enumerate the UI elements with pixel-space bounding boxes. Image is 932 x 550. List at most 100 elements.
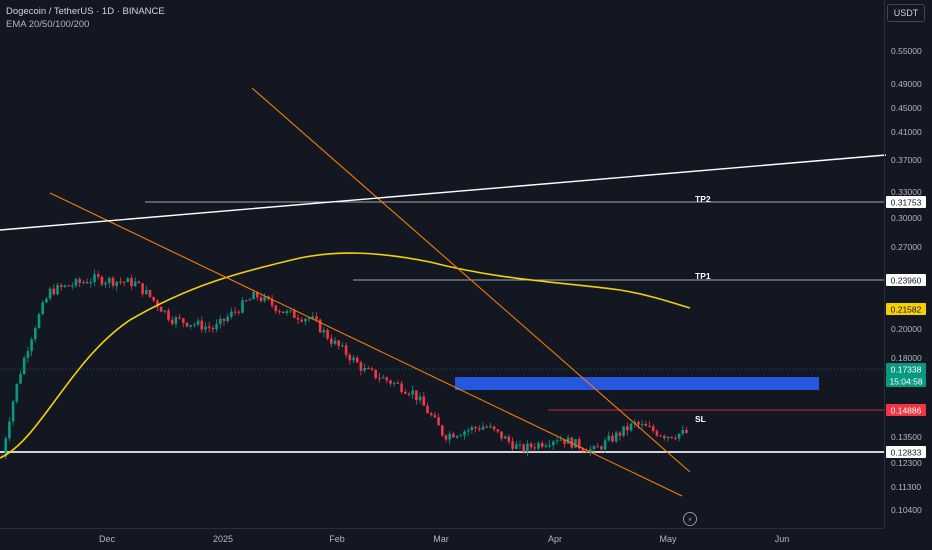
candle-body[interactable] bbox=[141, 283, 144, 295]
candle-body[interactable] bbox=[544, 445, 548, 447]
candle-body[interactable] bbox=[96, 274, 100, 277]
candle-body[interactable] bbox=[529, 443, 533, 448]
candle-body[interactable] bbox=[411, 390, 414, 395]
candle-body[interactable] bbox=[304, 318, 307, 322]
price-label-bg[interactable] bbox=[886, 274, 926, 286]
candle-body[interactable] bbox=[119, 281, 122, 283]
candle-body[interactable] bbox=[293, 310, 296, 318]
candle-body[interactable] bbox=[122, 281, 126, 283]
candle-body[interactable] bbox=[126, 278, 130, 283]
candle-body[interactable] bbox=[629, 423, 633, 431]
candle-body[interactable] bbox=[459, 435, 463, 437]
candle-body[interactable] bbox=[74, 279, 78, 286]
candle-body[interactable] bbox=[307, 318, 311, 320]
demand-zone[interactable] bbox=[455, 377, 819, 390]
candle-body[interactable] bbox=[452, 433, 455, 438]
symbol-title[interactable]: Dogecoin / TetherUS · 1D · BINANCE bbox=[6, 6, 165, 17]
candle-body[interactable] bbox=[637, 421, 640, 425]
candle-body[interactable] bbox=[600, 446, 603, 450]
candle-body[interactable] bbox=[19, 374, 22, 384]
candle-body[interactable] bbox=[537, 442, 540, 449]
candle-body[interactable] bbox=[182, 318, 185, 323]
candle-body[interactable] bbox=[326, 329, 329, 339]
candle-body[interactable] bbox=[259, 297, 263, 302]
candle-body[interactable] bbox=[422, 396, 426, 406]
candle-body[interactable] bbox=[289, 310, 292, 312]
candle-body[interactable] bbox=[248, 299, 252, 301]
candle-body[interactable] bbox=[603, 440, 607, 450]
candle-body[interactable] bbox=[681, 429, 685, 434]
candle-body[interactable] bbox=[511, 441, 514, 449]
candle-body[interactable] bbox=[618, 432, 622, 436]
candle-body[interactable] bbox=[230, 311, 233, 317]
candle-body[interactable] bbox=[337, 340, 340, 346]
candle-body[interactable] bbox=[148, 290, 152, 297]
candle-body[interactable] bbox=[300, 319, 303, 322]
candle-body[interactable] bbox=[78, 279, 81, 283]
candle-body[interactable] bbox=[381, 377, 385, 379]
candle-body[interactable] bbox=[85, 282, 89, 284]
candle-body[interactable] bbox=[252, 292, 255, 300]
candle-body[interactable] bbox=[178, 317, 181, 319]
candle-body[interactable] bbox=[41, 302, 44, 315]
candle-body[interactable] bbox=[552, 441, 555, 446]
candle-body[interactable] bbox=[470, 427, 474, 431]
candle-body[interactable] bbox=[559, 439, 562, 441]
candle-body[interactable] bbox=[385, 377, 389, 381]
candle-body[interactable] bbox=[659, 435, 662, 437]
candle-body[interactable] bbox=[611, 435, 614, 442]
candle-body[interactable] bbox=[622, 426, 625, 436]
candle-body[interactable] bbox=[685, 429, 688, 433]
candle-body[interactable] bbox=[448, 433, 451, 440]
channel-upper-line[interactable] bbox=[251, 87, 691, 473]
candle-body[interactable] bbox=[26, 351, 30, 358]
candle-body[interactable] bbox=[296, 317, 300, 320]
candle-body[interactable] bbox=[503, 436, 507, 439]
candle-body[interactable] bbox=[344, 345, 348, 355]
candle-body[interactable] bbox=[592, 446, 596, 450]
candle-body[interactable] bbox=[71, 285, 74, 287]
candle-body[interactable] bbox=[108, 277, 111, 283]
candle-body[interactable] bbox=[285, 311, 289, 314]
candle-body[interactable] bbox=[500, 431, 503, 439]
candle-body[interactable] bbox=[222, 318, 226, 321]
candle-body[interactable] bbox=[174, 317, 178, 324]
candle-body[interactable] bbox=[8, 421, 11, 439]
candle-body[interactable] bbox=[481, 426, 485, 430]
candle-body[interactable] bbox=[315, 316, 318, 320]
candle-body[interactable] bbox=[474, 427, 477, 429]
candle-body[interactable] bbox=[496, 429, 500, 432]
channel-lower-line[interactable] bbox=[49, 192, 683, 497]
candle-body[interactable] bbox=[589, 449, 592, 453]
candle-body[interactable] bbox=[444, 435, 448, 440]
candle-body[interactable] bbox=[389, 380, 392, 384]
candle-body[interactable] bbox=[441, 425, 444, 436]
candle-body[interactable] bbox=[93, 274, 96, 282]
candle-body[interactable] bbox=[670, 436, 673, 439]
candle-body[interactable] bbox=[348, 354, 352, 361]
candle-body[interactable] bbox=[455, 435, 459, 438]
candle-body[interactable] bbox=[145, 290, 148, 295]
candle-body[interactable] bbox=[45, 298, 48, 303]
candle-body[interactable] bbox=[367, 367, 370, 369]
candle-body[interactable] bbox=[52, 288, 56, 295]
candle-body[interactable] bbox=[211, 327, 215, 330]
candle-body[interactable] bbox=[263, 296, 266, 302]
candle-body[interactable] bbox=[156, 300, 159, 307]
price-label-bg[interactable] bbox=[886, 375, 926, 387]
candle-body[interactable] bbox=[196, 320, 200, 325]
candle-body[interactable] bbox=[67, 285, 70, 287]
candle-body[interactable] bbox=[648, 426, 651, 428]
candle-body[interactable] bbox=[489, 426, 492, 428]
candle-body[interactable] bbox=[437, 417, 440, 426]
candle-body[interactable] bbox=[485, 426, 488, 428]
candle-body[interactable] bbox=[463, 431, 466, 436]
candle-body[interactable] bbox=[115, 281, 118, 286]
candle-body[interactable] bbox=[352, 357, 355, 361]
candle-body[interactable] bbox=[563, 439, 566, 444]
candle-body[interactable] bbox=[555, 440, 559, 442]
candle-body[interactable] bbox=[130, 278, 133, 287]
candle-body[interactable] bbox=[566, 437, 570, 444]
price-label-bg[interactable] bbox=[886, 404, 926, 416]
candle-body[interactable] bbox=[233, 311, 237, 313]
